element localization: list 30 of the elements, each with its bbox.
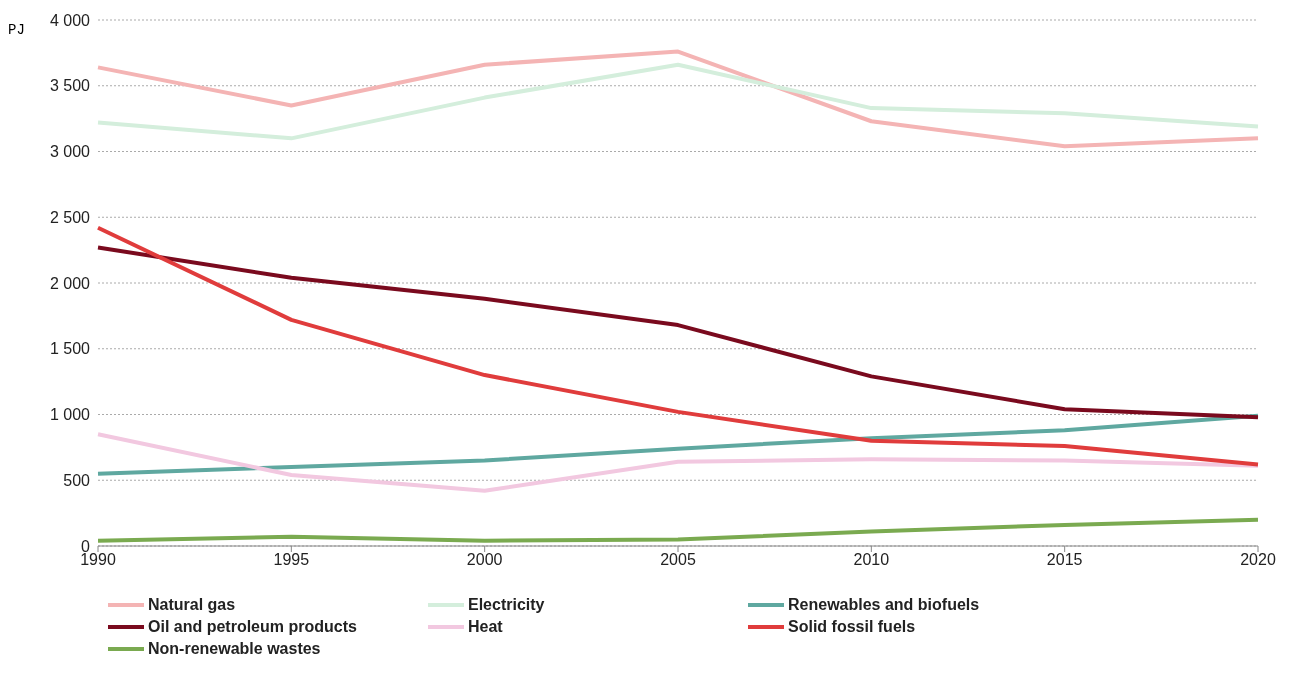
x-tick-label: 2000 <box>466 551 503 569</box>
line-series <box>96 245 1260 420</box>
legend-label: Oil and petroleum products <box>148 618 357 636</box>
y-tick-label: 4 000 <box>49 11 91 29</box>
y-axis-title: PJ <box>8 22 25 38</box>
x-tick-label: 1990 <box>80 551 116 569</box>
x-tick-label: 2015 <box>1046 551 1083 569</box>
legend-label: Electricity <box>468 596 545 614</box>
y-tick-label: 1 500 <box>49 340 91 358</box>
line-series <box>96 225 1260 467</box>
line-series <box>96 49 1260 149</box>
x-tick-label: 2010 <box>853 551 890 569</box>
line-series <box>96 413 1260 476</box>
x-tick-label: 2005 <box>660 551 696 569</box>
line-series <box>96 62 1260 141</box>
y-tick-label: 1 000 <box>49 406 91 424</box>
line-series <box>96 517 1260 543</box>
y-tick-label: 3 000 <box>49 143 91 161</box>
y-tick-label: 500 <box>63 471 91 489</box>
x-tick-label: 1995 <box>273 551 310 569</box>
x-tick-label: 2020 <box>1240 551 1276 569</box>
legend-label: Non-renewable wastes <box>148 640 321 658</box>
legend-label: Heat <box>468 618 503 636</box>
legend-label: Renewables and biofuels <box>788 596 980 614</box>
legend-label: Natural gas <box>148 596 236 614</box>
y-tick-label: 2 500 <box>49 208 91 226</box>
y-tick-label: 3 500 <box>49 77 91 95</box>
y-tick-label: 2 000 <box>49 274 91 292</box>
line-series <box>96 432 1260 493</box>
legend-label: Solid fossil fuels <box>788 618 916 636</box>
